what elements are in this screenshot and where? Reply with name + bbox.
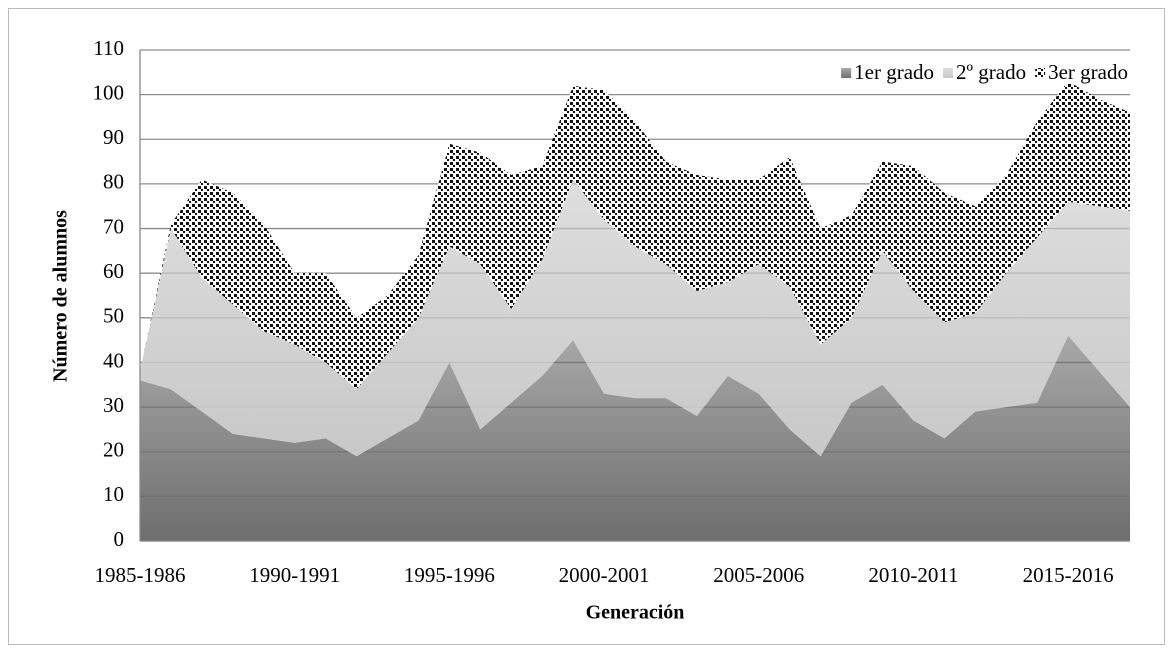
area: [140, 81, 1130, 390]
x-tick-label: 2000-2001: [559, 563, 650, 587]
legend-swatch: [1035, 68, 1046, 78]
y-tick-label: 50: [103, 304, 124, 328]
y-tick-label: 80: [103, 170, 124, 194]
x-axis-title: Generación: [586, 602, 685, 624]
x-tick-label: 1985-1986: [95, 563, 186, 587]
area: [140, 179, 1130, 457]
y-tick-label: 30: [103, 393, 124, 417]
x-tick-label: 2015-2016: [1023, 563, 1114, 587]
y-tick-label: 20: [103, 438, 124, 462]
x-tick-label: 1990-1991: [249, 563, 340, 587]
y-tick-label: 100: [93, 80, 125, 104]
legend-swatch: [841, 68, 852, 78]
legend-label: 1er grado: [854, 60, 934, 84]
area: [140, 335, 1130, 541]
x-tick-label: 2005-2006: [713, 563, 804, 587]
y-tick-label: 40: [103, 348, 124, 372]
y-axis-title: Número de alumnos: [50, 210, 72, 382]
x-tick-label: 1995-1996: [404, 563, 495, 587]
y-tick-label: 110: [93, 36, 124, 60]
y-tick-label: 0: [114, 527, 125, 551]
y-tick-label: 90: [103, 125, 124, 149]
y-tick-label: 60: [103, 259, 124, 283]
y-tick-label: 10: [103, 482, 124, 506]
legend-label: 2º grado: [956, 60, 1026, 84]
y-tick-label: 70: [103, 214, 124, 238]
legend-swatch: [943, 68, 954, 78]
legend-label: 3er grado: [1048, 60, 1128, 84]
x-tick-label: 2010-2011: [868, 563, 958, 587]
